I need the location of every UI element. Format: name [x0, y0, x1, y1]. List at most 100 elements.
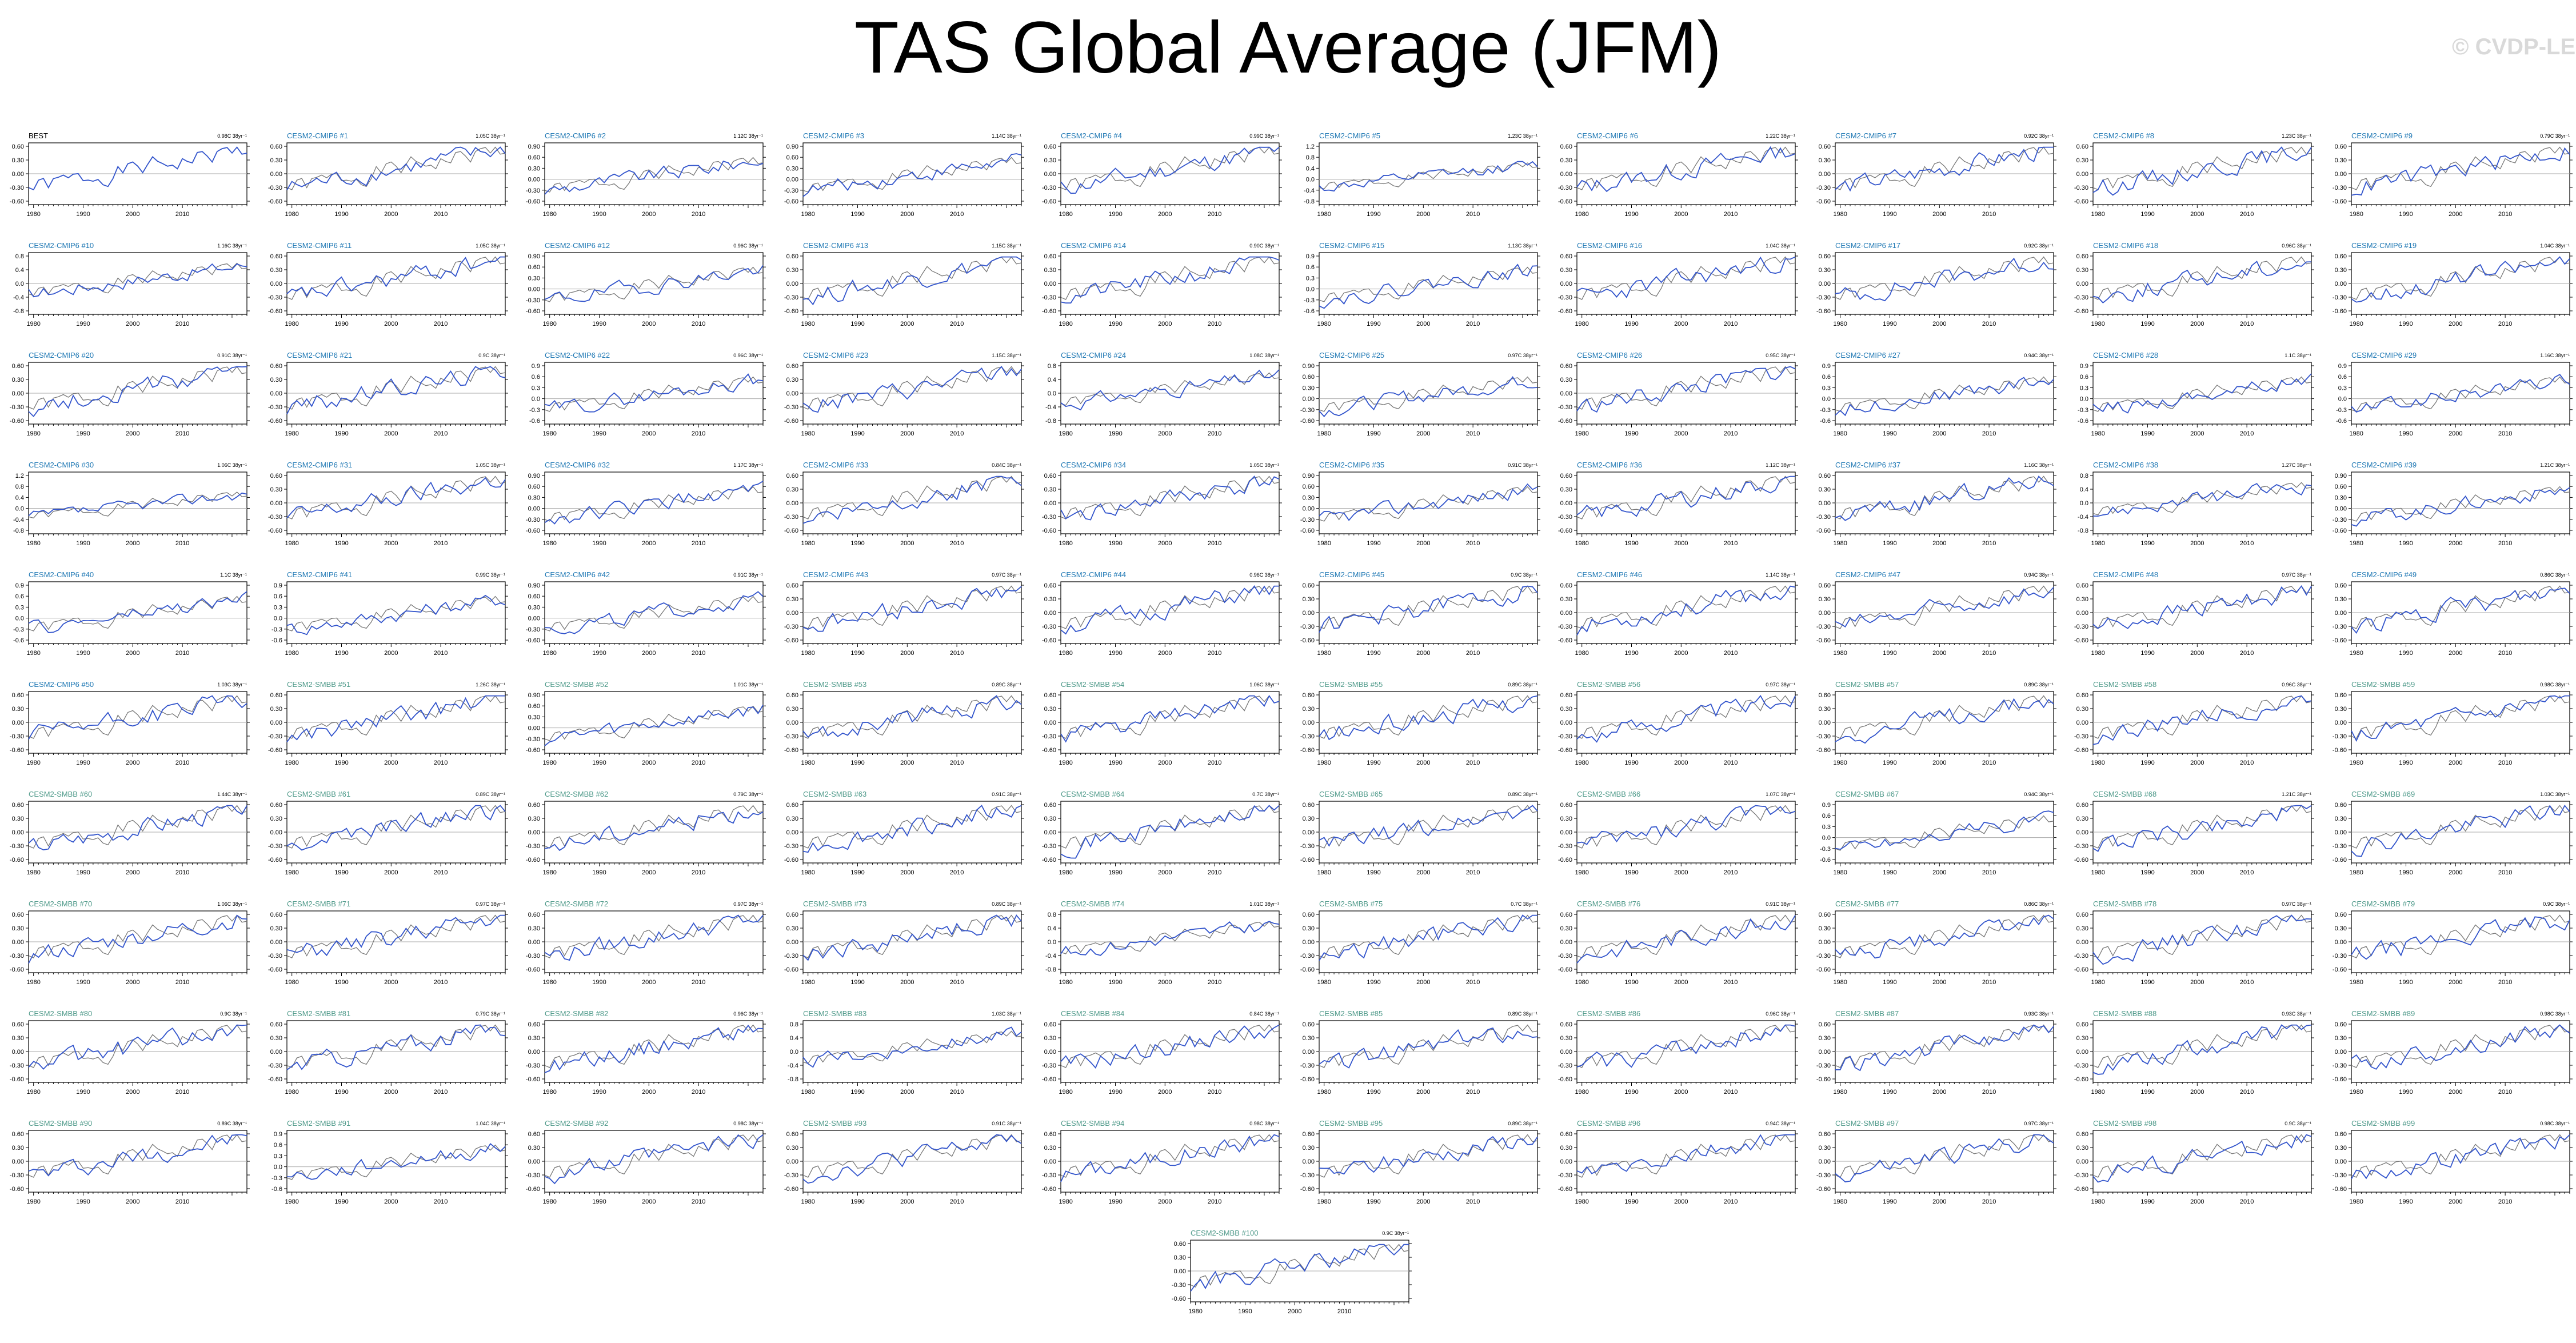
- y-tick-label: 0.30: [270, 486, 282, 493]
- panel: CESM2-CMIP6 #33 0.84C 38yr⁻¹ 0.60 0.30 0.00 -…: [784, 461, 1024, 547]
- x-tick-label: 1990: [1624, 430, 1638, 437]
- x-tick-label: 1990: [1624, 760, 1638, 766]
- model-series-line: [2092, 805, 2312, 852]
- panel-title: CESM2-SMBB #53: [803, 680, 866, 689]
- panel-trend-label: 1.23C 38yr⁻¹: [2282, 133, 2311, 139]
- x-tick-label: 1980: [1833, 321, 1847, 327]
- panel-title: CESM2-CMIP6 #36: [1577, 461, 1642, 469]
- panel-trend-label: 0.91C 38yr⁻¹: [1508, 462, 1537, 468]
- model-series-line: [544, 481, 764, 525]
- model-series-line: [286, 805, 506, 851]
- obs-series-line: [286, 805, 506, 849]
- y-tick-label: 0.00: [1303, 396, 1315, 403]
- y-tick-label: 0.00: [528, 725, 540, 732]
- y-tick-label: 0.3: [1306, 275, 1315, 282]
- x-tick-label: 2000: [1416, 430, 1430, 437]
- model-series-line: [1576, 366, 1796, 413]
- panel-frame: [2092, 362, 2312, 425]
- x-tick-label: 2000: [1416, 869, 1430, 876]
- obs-series-line: [286, 595, 506, 631]
- panel-trend-label: 0.92C 38yr⁻¹: [2024, 133, 2054, 139]
- x-tick-label: 2000: [1674, 211, 1688, 218]
- x-tick-label: 2010: [434, 869, 448, 876]
- panel-trend-label: 1.16C 38yr⁻¹: [217, 243, 247, 249]
- y-tick-label: -0.60: [1558, 198, 1572, 205]
- y-tick-label: -0.60: [784, 418, 798, 425]
- y-tick-label: 0.00: [1560, 390, 1572, 397]
- y-tick-label: -0.60: [784, 527, 798, 534]
- y-tick-label: 0.60: [270, 143, 282, 150]
- y-tick-label: -0.30: [784, 404, 798, 411]
- panel-title: CESM2-CMIP6 #31: [287, 461, 352, 469]
- x-tick-label: 2010: [1466, 211, 1480, 218]
- y-tick-label: 0.60: [2076, 582, 2088, 589]
- model-series-line: [1060, 805, 1280, 859]
- x-tick-label: 2000: [900, 430, 914, 437]
- y-tick-label: -0.30: [1300, 843, 1315, 850]
- y-tick-label: -0.30: [526, 187, 540, 194]
- y-tick-label: 0.0: [15, 506, 24, 513]
- panel: CESM2-CMIP6 #24 1.08C 38yr⁻¹ 0.8 0.4 0.0 -0.4…: [1045, 351, 1282, 437]
- panel-trend-label: 1.14C 38yr⁻¹: [992, 133, 1021, 139]
- y-tick-label: -0.60: [1042, 857, 1056, 864]
- x-tick-label: 1980: [1833, 540, 1847, 547]
- panel-title: CESM2-CMIP6 #50: [29, 680, 94, 689]
- y-tick-label: -0.60: [1558, 857, 1572, 864]
- y-tick-label: 0.00: [528, 615, 540, 622]
- y-tick-label: -0.30: [784, 514, 798, 521]
- y-tick-label: -0.30: [784, 187, 798, 194]
- x-tick-label: 1980: [1059, 430, 1072, 437]
- obs-series-line: [1576, 146, 1796, 190]
- obs-series-line: [1060, 475, 1280, 519]
- x-tick-label: 1980: [2349, 430, 2363, 437]
- model-series-line: [544, 811, 764, 852]
- y-tick-label: 0.60: [786, 154, 798, 161]
- y-tick-label: -0.3: [2078, 407, 2088, 414]
- x-tick-label: 2010: [950, 321, 964, 327]
- panel-frame: [28, 471, 247, 534]
- y-tick-label: -0.30: [1300, 407, 1315, 414]
- obs-series-line: [544, 486, 764, 522]
- panel-title: CESM2-CMIP6 #6: [1577, 131, 1638, 140]
- x-tick-label: 1990: [592, 211, 606, 218]
- x-tick-label: 1980: [1833, 760, 1847, 766]
- y-tick-label: 0.9: [274, 582, 282, 589]
- y-tick-label: 0.60: [1044, 692, 1056, 699]
- y-tick-label: 0.0: [15, 281, 24, 287]
- model-series-line: [286, 594, 506, 635]
- x-tick-label: 2010: [1466, 540, 1480, 547]
- y-tick-label: -0.30: [784, 623, 798, 630]
- panel: CESM2-SMBB #69 1.03C 38yr⁻¹ 0.60 0.30 0.00 -0…: [2333, 790, 2573, 876]
- x-tick-label: 2010: [2240, 430, 2254, 437]
- panel: CESM2-CMIP6 #4 0.99C 38yr⁻¹ 0.60 0.30 0.00 -0…: [1042, 131, 1282, 218]
- panel: CESM2-CMIP6 #38 1.27C 38yr⁻¹ 0.8 0.4 0.0 -0.4…: [2078, 461, 2314, 547]
- x-tick-label: 1990: [2140, 430, 2154, 437]
- panel-trend-label: 1.07C 38yr⁻¹: [1766, 792, 1795, 797]
- x-tick-label: 1990: [592, 430, 606, 437]
- obs-series-line: [1576, 256, 1796, 300]
- x-tick-label: 2010: [2240, 869, 2254, 876]
- y-tick-label: -0.60: [10, 857, 24, 864]
- x-tick-label: 1990: [76, 869, 90, 876]
- panel-title: CESM2-CMIP6 #25: [1319, 351, 1384, 359]
- x-tick-label: 2010: [434, 540, 448, 547]
- y-tick-label: -0.30: [2333, 733, 2347, 740]
- obs-series-line: [2092, 482, 2312, 515]
- panel-trend-label: 1.03C 38yr⁻¹: [217, 682, 247, 688]
- y-tick-label: -0.30: [268, 185, 282, 191]
- panel-title: CESM2-CMIP6 #19: [2351, 241, 2417, 250]
- panel-title: CESM2-CMIP6 #48: [2093, 570, 2158, 579]
- panel: CESM2-CMIP6 #45 0.9C 38yr⁻¹ 0.60 0.30 0.00 -0…: [1300, 570, 1540, 657]
- panel-trend-label: 0.96C 38yr⁻¹: [2282, 682, 2311, 688]
- model-series-line: [544, 373, 764, 413]
- x-tick-label: 2010: [2498, 321, 2512, 327]
- y-tick-label: -0.30: [2333, 185, 2347, 191]
- y-tick-label: 0.00: [528, 177, 540, 183]
- y-tick-label: -0.60: [268, 418, 282, 425]
- y-tick-label: 0.00: [786, 177, 798, 183]
- y-tick-label: 0.30: [528, 494, 540, 501]
- panel-title: CESM2-CMIP6 #3: [803, 131, 864, 140]
- panel: CESM2-SMBB #52 1.01C 38yr⁻¹ 0.90 0.60 0.30 0.…: [526, 680, 766, 766]
- model-series-line: [2351, 487, 2570, 527]
- x-tick-label: 2000: [642, 430, 656, 437]
